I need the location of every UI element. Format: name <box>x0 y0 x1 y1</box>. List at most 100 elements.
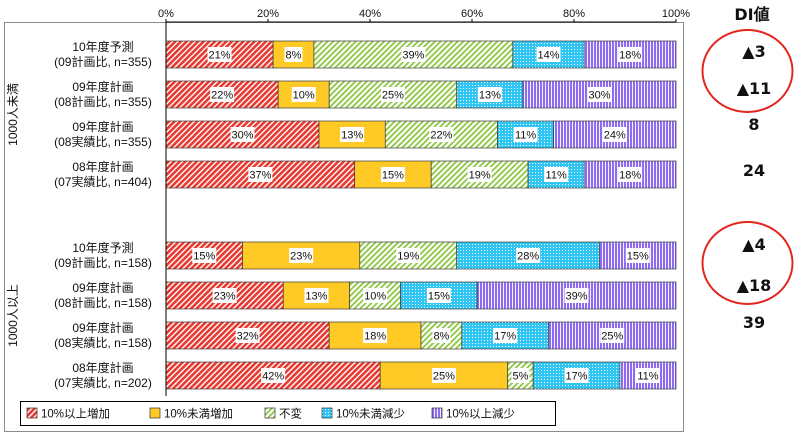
highlight-circle <box>701 29 794 113</box>
data-label-box <box>340 127 365 142</box>
legend-label: 10%以上増加 <box>41 408 110 421</box>
legend-item-decrease-10pct-or-more: 10%以上減少 <box>431 407 515 421</box>
di-value: 24 <box>743 161 765 180</box>
legend-swatch <box>149 407 161 419</box>
data-label: 39% <box>566 291 588 303</box>
category-label-title: 09年度計画 <box>72 79 133 94</box>
di-panel: DI値 ▲3 ▲11 8 24 ▲4 ▲18 39 <box>701 5 794 332</box>
data-label: 5% <box>512 371 528 383</box>
category-label-title: 08年度計画 <box>72 360 133 375</box>
legend-item-increase-10pct-or-more: 10%以上増加 <box>26 408 110 421</box>
data-label-box <box>618 47 643 62</box>
data-label-box <box>635 368 660 383</box>
highlight-circle <box>701 221 794 305</box>
data-label-box <box>511 368 530 383</box>
data-labels: 21% 8% 39% 14% 18% 22% 10% 25% 13% 30% 30% 13% 22% 11… <box>192 47 660 383</box>
data-label-box <box>431 368 456 383</box>
data-label-box <box>513 127 538 142</box>
bar-segment-decrease-10pct-or-more <box>619 361 677 390</box>
x-tick-label: 80% <box>563 8 585 20</box>
data-label-box <box>602 127 627 142</box>
data-label: 42% <box>262 371 284 383</box>
data-label-box <box>401 47 426 62</box>
category-label-title: 08年度計画 <box>72 159 133 174</box>
bar-segment-increase-under-10pct <box>277 80 330 109</box>
category-label-basis: (08実績比, n=355) <box>54 134 152 149</box>
data-label-box <box>536 47 561 62</box>
category-label-basis: (09計画比, n=158) <box>54 255 152 270</box>
data-label-box <box>235 328 260 343</box>
data-label-box <box>284 47 303 62</box>
legend-item-unchanged: 不変 <box>264 407 302 421</box>
data-label: 39% <box>402 50 424 62</box>
data-label: 8% <box>433 331 449 343</box>
data-label: 17% <box>494 331 516 343</box>
data-label-box <box>493 328 518 343</box>
category-labels: 10年度予測(09計画比, n=355)09年度計画(08計画比, n=355)… <box>54 39 152 390</box>
category-label-basis: (08実績比, n=158) <box>54 335 152 350</box>
data-label: 18% <box>364 331 386 343</box>
legend-label: 不変 <box>279 407 302 421</box>
data-label: 17% <box>566 371 588 383</box>
data-label: 15% <box>627 251 649 263</box>
group-label: 1000人未満 <box>6 83 20 146</box>
data-label-box <box>429 127 454 142</box>
data-label-box <box>304 288 329 303</box>
data-label: 14% <box>537 50 559 62</box>
di-value: ▲4 <box>742 235 765 254</box>
category-label-title: 10年度予測 <box>72 39 133 54</box>
data-label-box <box>248 167 273 182</box>
di-value: ▲11 <box>737 79 772 98</box>
data-label-box <box>261 368 286 383</box>
legend-label: 10%以上減少 <box>446 407 515 421</box>
data-label: 10% <box>293 90 315 102</box>
data-label: 13% <box>305 291 327 303</box>
bar-segment-increase-10pct-or-more <box>165 241 243 270</box>
x-tick-label: 0% <box>158 8 174 20</box>
category-label-title: 09年度計画 <box>72 119 133 134</box>
data-label-box <box>516 248 541 263</box>
category-label-basis: (08計画比, n=355) <box>54 94 152 109</box>
category-label-basis: (07実績比, n=404) <box>54 174 152 189</box>
data-label-box <box>210 87 235 102</box>
category-label-basis: (08計画比, n=158) <box>54 295 152 310</box>
legend-label: 10%未満増加 <box>164 408 233 421</box>
data-label: 11% <box>546 170 567 182</box>
data-label: 19% <box>397 251 419 263</box>
data-label: 13% <box>479 90 501 102</box>
data-label: 21% <box>209 50 231 62</box>
legend-swatch <box>264 407 276 419</box>
bar-segment-unchanged <box>384 120 498 149</box>
data-label: 22% <box>211 90 233 102</box>
data-label-box <box>426 288 451 303</box>
data-label: 25% <box>433 371 455 383</box>
legend: 10%以上増加 10%未満増加 不変 10%未満減少 10%以上減少 <box>20 401 556 426</box>
data-label-box <box>564 368 589 383</box>
data-label: 15% <box>382 170 404 182</box>
data-label: 37% <box>249 170 271 182</box>
legend-swatch <box>321 407 333 419</box>
data-label-box <box>564 288 589 303</box>
data-label-box <box>380 167 405 182</box>
x-axis: 0% 20% 40% 60% 80% 100% <box>158 8 690 396</box>
data-label-box <box>380 87 405 102</box>
data-label-box <box>625 248 650 263</box>
data-label-box <box>192 248 217 263</box>
data-label: 28% <box>517 251 539 263</box>
di-value: 8 <box>748 115 759 134</box>
data-label: 18% <box>619 50 641 62</box>
data-label-box <box>363 288 388 303</box>
data-label: 15% <box>193 251 215 263</box>
category-label-basis: (07実績比, n=202) <box>54 375 152 390</box>
x-tick-label: 40% <box>359 8 381 20</box>
legend-frame <box>20 401 556 426</box>
x-tick-label: 60% <box>461 8 483 20</box>
data-label: 23% <box>214 291 236 303</box>
data-label-box <box>291 87 316 102</box>
plot-area: 21% 8% 39% 14% 18% 22% 10% 25% 13% 30% 30% 13% 22% 11… <box>6 8 690 426</box>
data-label: 13% <box>341 130 363 142</box>
data-label-box <box>207 47 232 62</box>
data-label-box <box>587 87 612 102</box>
data-label: 22% <box>430 130 452 142</box>
di-value: 39 <box>743 313 765 332</box>
